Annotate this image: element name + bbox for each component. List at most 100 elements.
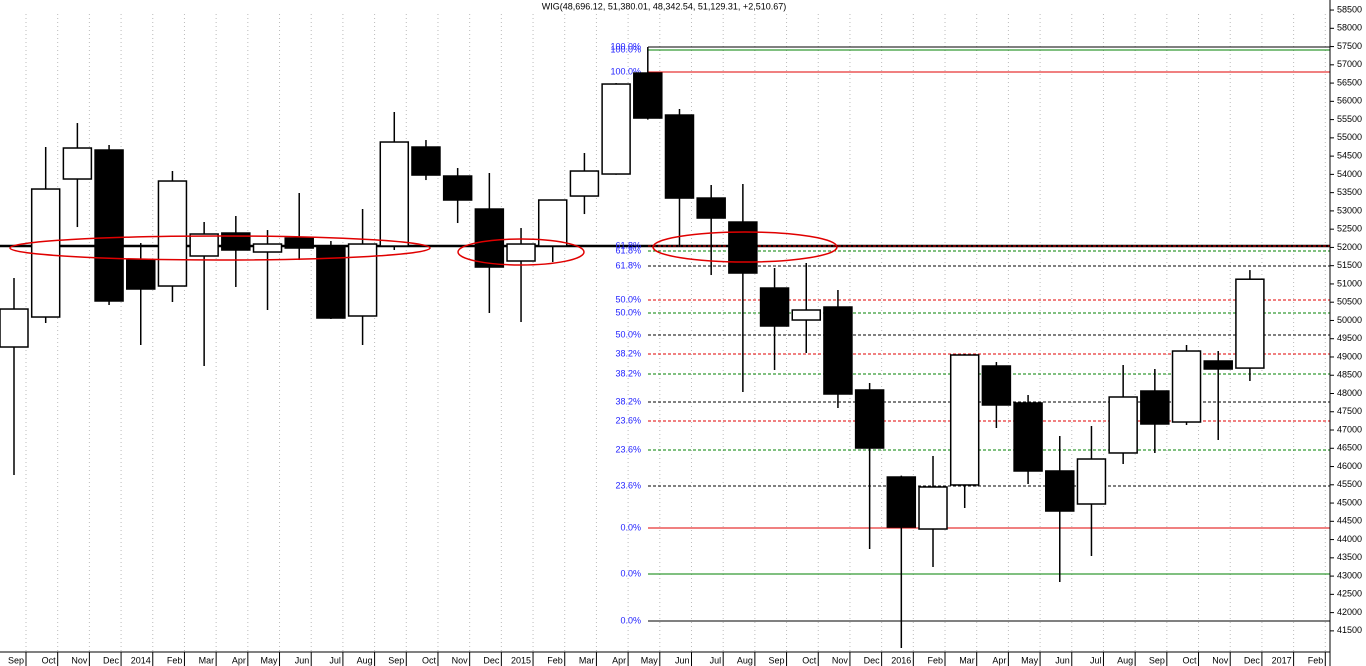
y-tick-label: 58500 [1337,4,1362,14]
candle-body [411,146,441,176]
y-tick-label: 41500 [1337,625,1362,635]
y-tick-label: 44000 [1337,534,1362,544]
fib-level-label: 38.2% [615,348,641,358]
x-tick-label: Jun [1055,655,1070,665]
x-tick-label: May [1021,655,1039,665]
candle-body [633,72,663,119]
candle-body [886,476,917,528]
candle-body [664,114,695,199]
fib-level-label: 23.6% [615,415,641,425]
x-tick-label: Aug [737,655,753,665]
y-tick-label: 51500 [1337,260,1362,270]
candle-body [347,243,378,317]
x-tick-label: Jul [329,655,341,665]
x-tick-label: Aug [1117,655,1133,665]
fib-level-label: 50.0% [615,307,641,317]
x-tick-label: Feb [1308,655,1324,665]
candle-body [284,237,314,249]
x-tick-label: 2015 [511,655,531,665]
candle-body [1171,350,1202,423]
y-tick-label: 56500 [1337,77,1362,87]
candle-body [537,199,568,247]
x-tick-label: Apr [992,655,1006,665]
y-tick-label: 55000 [1337,132,1362,142]
candle-body [474,208,505,268]
x-tick-label: 2017 [1272,655,1292,665]
candle-body [94,149,124,302]
candle-body [1045,470,1075,512]
candle-body [1235,278,1265,369]
x-tick-label: Dec [103,655,120,665]
x-tick-label: Nov [452,655,469,665]
fib-level-label: 23.6% [615,480,641,490]
y-tick-label: 57000 [1337,59,1362,69]
y-tick-label: 50000 [1337,315,1362,325]
fib-level-label: 0.0% [620,615,641,625]
y-tick-label: 51000 [1337,278,1362,288]
highlight-ellipse [9,235,431,261]
y-tick-label: 52000 [1337,242,1362,252]
x-tick-label: Sep [769,655,785,665]
y-tick-label: 42000 [1337,607,1362,617]
x-tick-label: Apr [612,655,626,665]
x-tick-label: Oct [1183,655,1198,665]
fib-level-label: 50.0% [615,294,641,304]
x-tick-label: Dec [483,655,500,665]
x-tick-label: Oct [422,655,437,665]
x-tick-label: Dec [864,655,881,665]
fib-level-label: 50.0% [615,329,641,339]
candle-body [1140,390,1170,425]
y-tick-label: 49000 [1337,351,1362,361]
y-tick-label: 56000 [1337,96,1362,106]
candle-body [0,308,29,348]
x-tick-label: Jul [710,655,722,665]
candle-body [823,306,853,395]
x-tick-label: Jun [675,655,690,665]
x-tick-label: Nov [1212,655,1229,665]
x-tick-label: Nov [832,655,849,665]
fib-level-label: 100.0% [610,44,641,54]
y-tick-label: 45500 [1337,479,1362,489]
y-tick-label: 49500 [1337,333,1362,343]
candle-body [791,309,821,321]
y-tick-label: 48500 [1337,370,1362,380]
candle-body [506,243,536,262]
y-tick-label: 43500 [1337,552,1362,562]
fib-level-label: 61.8% [615,260,641,270]
fib-level-label: 100.0% [610,41,641,51]
x-tick-label: Mar [579,655,595,665]
fib-level-label: 23.6% [615,444,641,454]
fib-level-label: 0.0% [620,568,641,578]
candle-body [918,486,948,530]
y-tick-label: 48000 [1337,388,1362,398]
x-tick-label: Jun [295,655,310,665]
candle-body [221,232,251,251]
candle-body [569,170,600,197]
fib-level-label: 38.2% [615,396,641,406]
y-tick-label: 46000 [1337,461,1362,471]
fib-level-label: 61.8% [615,245,641,255]
y-tick-label: 50500 [1337,297,1362,307]
annotations [9,231,838,266]
y-tick-label: 57500 [1337,41,1362,51]
candle-body [252,243,283,253]
x-tick-label: Sep [1149,655,1165,665]
y-tick-label: 44500 [1337,516,1362,526]
candle-body [949,354,980,486]
candle-body [1203,360,1233,370]
y-tick-label: 54000 [1337,169,1362,179]
y-tick-label: 53000 [1337,205,1362,215]
y-tick-label: 53500 [1337,187,1362,197]
x-tick-label: Mar [199,655,215,665]
highlight-ellipse [652,231,838,263]
y-tick-label: 43000 [1337,570,1362,580]
x-tick-label: May [641,655,659,665]
x-tick-label: Feb [547,655,563,665]
candle-body [442,175,473,201]
x-tick-label: Nov [71,655,88,665]
candle-body [728,221,758,274]
y-tick-label: 54500 [1337,150,1362,160]
